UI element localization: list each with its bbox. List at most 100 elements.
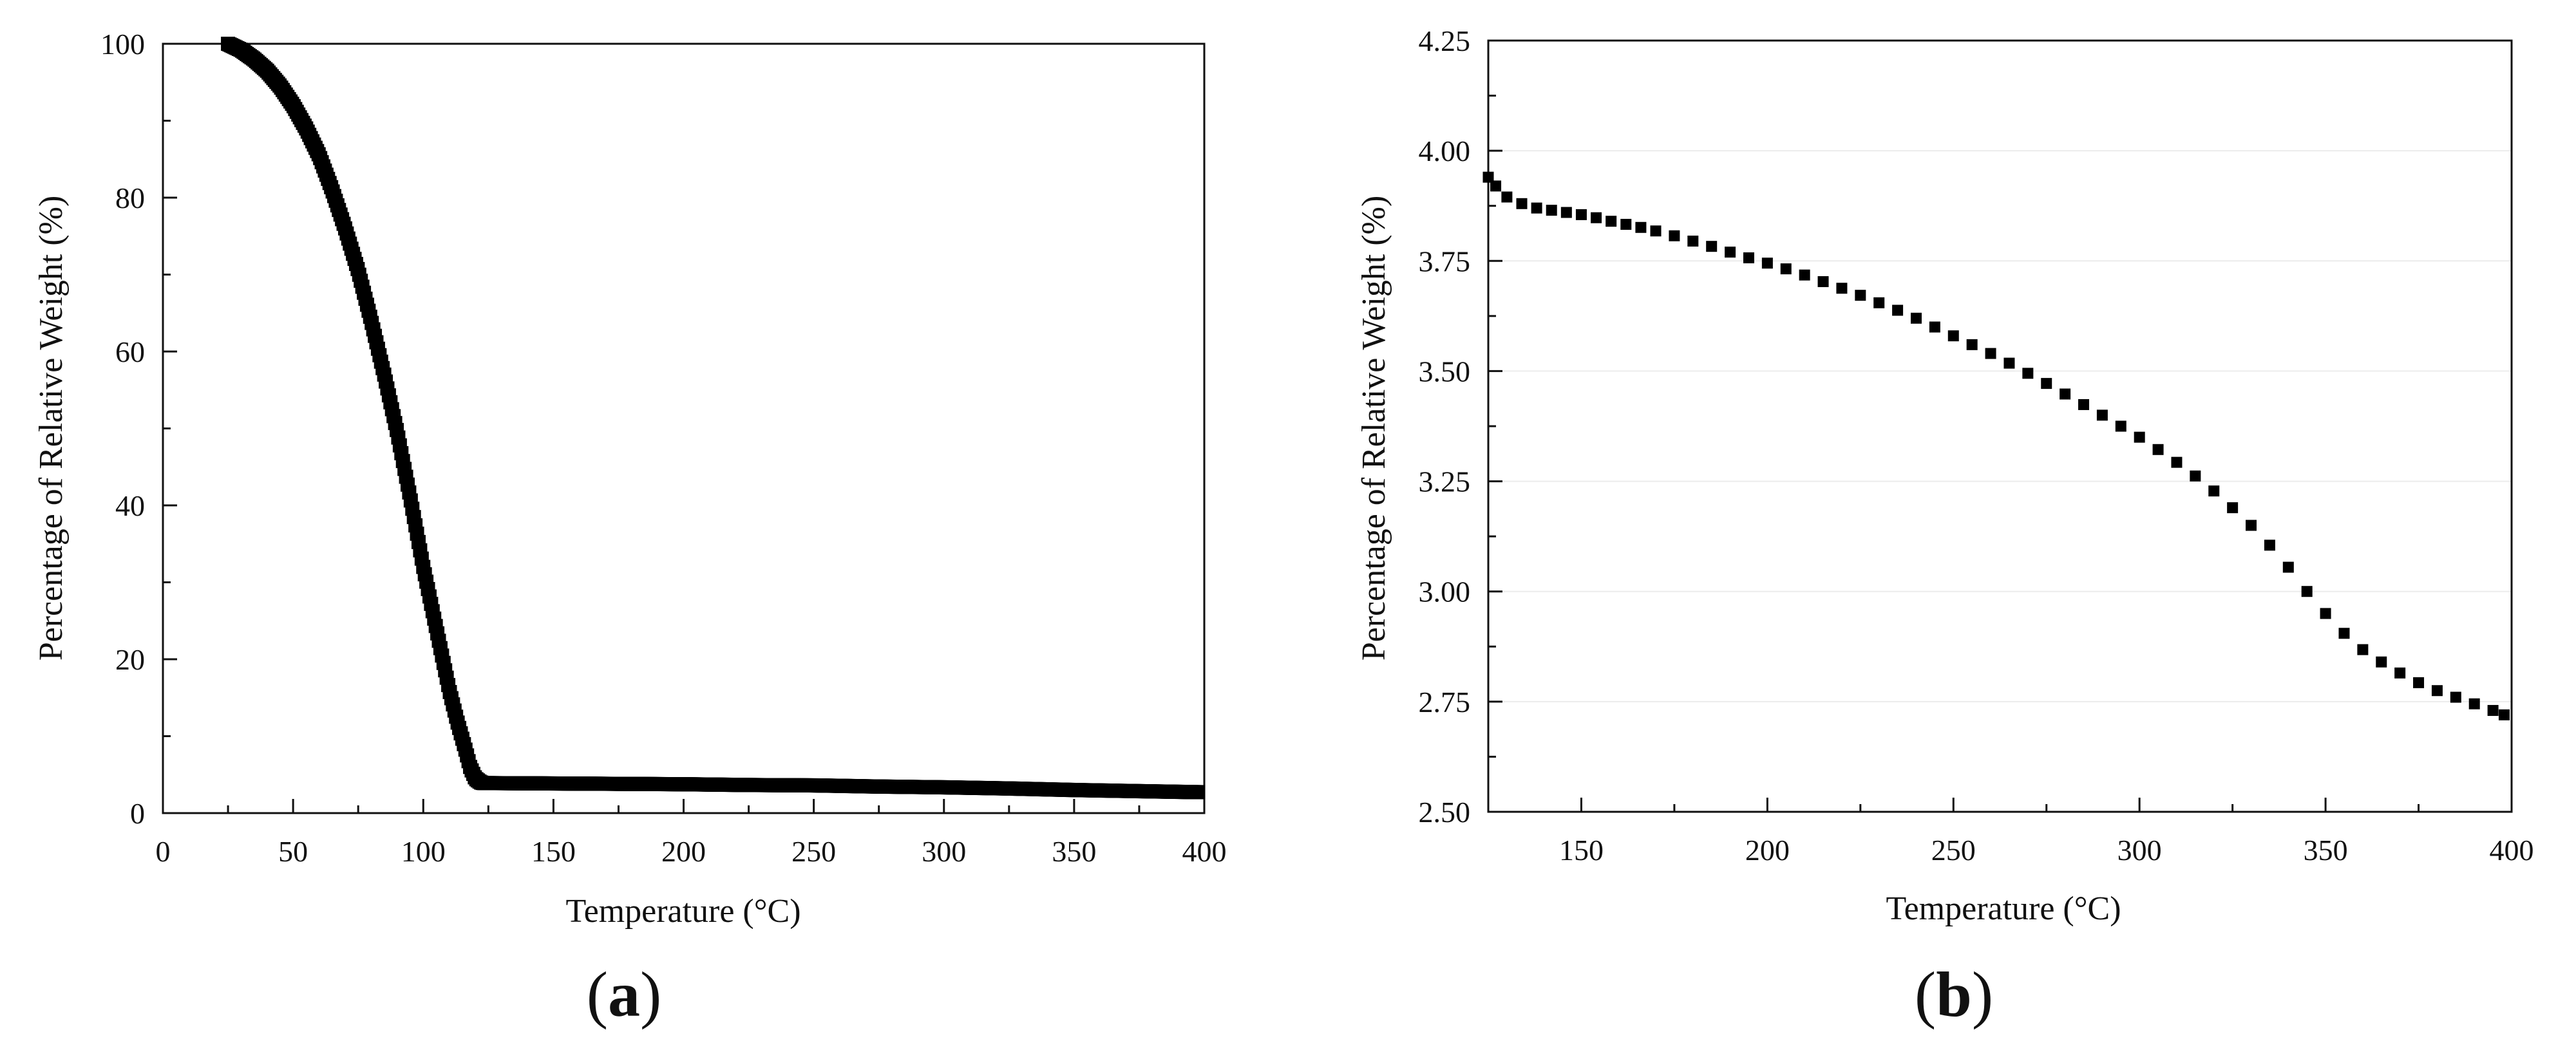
panel-b-data-point (1873, 297, 1885, 308)
panel-b-data-point (1947, 330, 1959, 342)
panel-b-data-point (2134, 431, 2145, 443)
panel-a-x-tick-label: 300 (922, 835, 966, 868)
panel-b-data-point (1985, 348, 1996, 359)
panel-b-data-point (2152, 444, 2164, 455)
panel-a-data-point (1191, 785, 1206, 800)
panel-a-data-points (221, 37, 1206, 800)
panel-b-x-axis-title: Temperature (°C) (1886, 890, 2121, 927)
panel-b-data-point (1780, 263, 1792, 275)
panel-b-data-point (2208, 485, 2220, 497)
panel-b-x-tick-label: 200 (1745, 834, 1790, 867)
panel-a-label-letter: a (608, 959, 640, 1030)
panel-b-data-point (1929, 321, 1940, 333)
panel-b-data-point (2003, 357, 2015, 369)
panel-b-data-point (1501, 191, 1513, 203)
panel-a-x-tick-label: 0 (156, 835, 171, 868)
panel-b-data-point (1531, 202, 1542, 214)
panel-b-data-point (1635, 221, 1647, 233)
panel-b-data-point (1725, 247, 1736, 258)
panel-a-y-tick-label: 80 (115, 182, 145, 214)
panel-b-y-tick-label: 3.00 (1419, 576, 1471, 608)
panel-b-data-point (1650, 225, 1662, 237)
panel-b-data-point (2096, 409, 2108, 421)
panel-b-data-point (1817, 276, 1829, 287)
panel-b-x-tick-label: 400 (2490, 834, 2534, 867)
panel-b-data-point (1799, 269, 1810, 281)
panel-b-data-point (1855, 290, 1866, 301)
panel-b-y-tick-label: 2.50 (1419, 796, 1471, 829)
panel-b-x-tick-label: 350 (2304, 834, 2348, 867)
panel-b-data-point (2320, 608, 2331, 619)
panel-b-data-point (2190, 470, 2201, 482)
panel-b-data-point (1761, 258, 1773, 269)
panel-a-y-tick-label: 60 (115, 335, 145, 368)
panel-b-data-point (1560, 207, 1572, 218)
panel-a-x-tick-label: 250 (791, 835, 836, 868)
panel-b-data-point (2227, 502, 2239, 514)
panel-b-data-point (1743, 252, 1754, 263)
panel-b-data-point (2078, 399, 2090, 410)
panel-b-data-point (2022, 368, 2034, 379)
panel-b-data-point (2431, 685, 2443, 697)
panel-b-y-tick-label: 4.00 (1419, 135, 1471, 167)
panel-b-x-tick-label: 150 (1559, 834, 1604, 867)
panel-b-data-point (2498, 709, 2510, 720)
panel-a-label-open: ( (587, 959, 608, 1030)
panel-b-data-point (1490, 180, 1502, 192)
panel-a-x-tick-label: 100 (401, 835, 446, 868)
panel-b-ticks: 150 200 250 300 350 400 2.50 2.75 3.00 3.25 3.50 3.… (1419, 24, 2534, 867)
panel-b-y-axis-title: Percentage of Relative Weight (%) (1356, 196, 1392, 661)
panel-b-plot-frame (1487, 39, 2513, 813)
panel-b-data-point (2060, 388, 2071, 400)
panel-b-label: (b) (1915, 959, 1993, 1030)
panel-a-x-tick-label: 350 (1052, 835, 1096, 868)
panel-b-data-point (1892, 305, 1904, 316)
panel-b-data-point (1836, 283, 1848, 294)
panel-a-x-tick-label: 50 (278, 835, 308, 868)
panel-b-data-point (2450, 691, 2461, 703)
panel-b-data-point (1591, 212, 1602, 223)
panel-a-label-close: ) (640, 959, 661, 1030)
panel-b-y-tick-label: 4.25 (1419, 24, 1471, 57)
panel-b-y-tick-label: 3.75 (1419, 245, 1471, 277)
panel-b-data-point (1605, 216, 1617, 227)
panel-a-y-tick-label: 20 (115, 643, 145, 676)
panel-b-data-point (2376, 656, 2387, 668)
panel-a-y-tick-label: 100 (100, 28, 145, 61)
panel-a-x-tick-label: 200 (661, 835, 706, 868)
panel-b-label-letter: b (1936, 959, 1972, 1030)
panel-b-data-point (2246, 520, 2257, 531)
panel-a-plot-frame (162, 42, 1206, 814)
panel-b-data-point (1910, 312, 1922, 324)
panel-b-data-point (1546, 205, 1557, 216)
panel-b-data-point (1575, 209, 1587, 220)
panel-b-data-point (1706, 241, 1718, 252)
panel-b-data-point (2264, 539, 2275, 551)
panel-a-label: (a) (587, 959, 662, 1030)
panel-b-data-point (1620, 218, 1632, 230)
panel-b-data-point (2115, 420, 2126, 432)
panel-a-x-tick-label: 400 (1182, 835, 1227, 868)
panel-b-data-point (1669, 230, 1680, 241)
panel-b-data-point (2357, 644, 2369, 655)
panel-b-data-point (2301, 586, 2313, 597)
panel-b-data-point (2338, 628, 2350, 639)
panel-b-data-point (1516, 198, 1528, 209)
panel-a-x-tick-label: 150 (531, 835, 576, 868)
panel-a-ticks: 0 50 100 150 200 250 300 350 400 0 20 40 60 80 100 (100, 28, 1227, 868)
panel-b-label-open: ( (1915, 959, 1936, 1030)
panel-a-y-tick-label: 40 (115, 489, 145, 522)
panel-a-y-tick-label: 0 (130, 797, 145, 830)
panel-b-data-points (1482, 171, 2510, 720)
panel-b-y-tick-label: 2.75 (1419, 686, 1471, 718)
panel-b-data-point (1482, 171, 1494, 183)
panel-b-data-point (2468, 698, 2480, 709)
panel-b-data-point (2413, 677, 2425, 688)
panel-b-x-tick-label: 300 (2117, 834, 2162, 867)
panel-b-data-point (2041, 378, 2052, 389)
panel-a-chart: 0 50 100 150 200 250 300 350 400 0 20 40 60 80 100 Tem… (33, 28, 1227, 1030)
panel-b-gridlines (1488, 150, 2512, 702)
panel-b-data-point (2282, 561, 2294, 573)
panel-b-data-point (2171, 456, 2183, 468)
